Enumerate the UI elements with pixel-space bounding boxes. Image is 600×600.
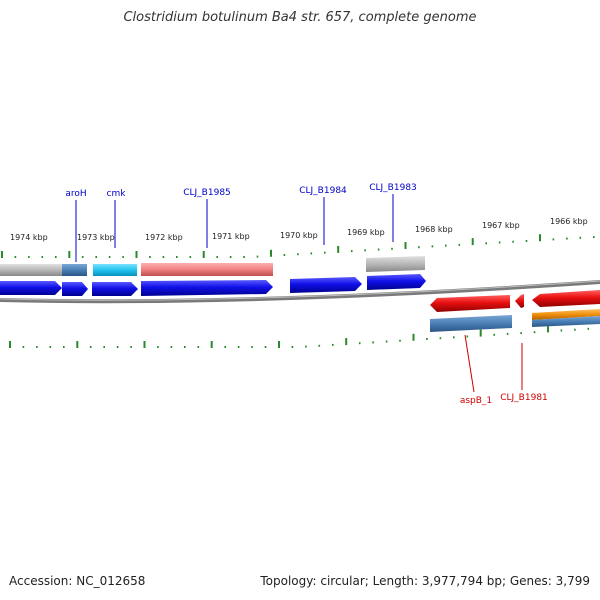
gene-feature-orange[interactable] — [532, 309, 600, 320]
gene-labels: aroH cmk CLJ_B1985 CLJ_B1984 CLJ_B1983 a… — [65, 183, 547, 406]
cds-arrow[interactable] — [92, 282, 138, 296]
gene-label[interactable]: CLJ_B1983 — [369, 183, 417, 193]
gene-feature-aspB_1[interactable] — [430, 315, 512, 332]
gene-label[interactable]: aroH — [65, 189, 86, 199]
cds-arrow-reverse[interactable] — [515, 294, 524, 308]
gene-feature-aroH[interactable] — [62, 264, 87, 276]
genome-stats-text: Topology: circular; Length: 3,977,794 bp… — [260, 574, 590, 588]
gene-label[interactable]: CLJ_B1985 — [183, 188, 231, 198]
cds-arrow[interactable] — [367, 274, 426, 290]
cds-arrow[interactable] — [0, 281, 62, 295]
gene-label[interactable]: CLJ_B1981 — [500, 393, 548, 403]
kbp-label: 1968 kbp — [415, 225, 453, 234]
kbp-labels: 1974 kbp 1973 kbp 1972 kbp 1971 kbp 1970… — [10, 217, 588, 242]
kbp-label: 1970 kbp — [280, 231, 318, 240]
gene-label[interactable]: cmk — [107, 189, 127, 199]
kbp-label: 1974 kbp — [10, 233, 48, 242]
gene-feature-cmk[interactable] — [93, 264, 137, 276]
forward-strand-features — [0, 256, 426, 296]
reverse-strand-features — [430, 290, 600, 332]
gene-feature-grey[interactable] — [0, 264, 62, 276]
map-title: Clostridium botulinum Ba4 str. 657, comp… — [123, 10, 477, 25]
kbp-label: 1971 kbp — [212, 232, 250, 241]
gene-label[interactable]: CLJ_B1984 — [299, 186, 347, 196]
cds-arrow[interactable] — [290, 277, 362, 293]
tick-marks-bottom — [9, 325, 590, 348]
label-leader-lines — [75, 194, 523, 393]
kbp-label: 1972 kbp — [145, 233, 183, 242]
tick-marks-top — [1, 234, 595, 258]
accession-text: Accession: NC_012658 — [9, 574, 146, 588]
gene-label[interactable]: aspB_1 — [460, 396, 492, 406]
kbp-label: 1973 kbp — [77, 233, 115, 242]
gene-feature-steel[interactable] — [532, 316, 600, 327]
kbp-label: 1967 kbp — [482, 221, 520, 230]
kbp-label: 1966 kbp — [550, 217, 588, 226]
gene-feature-CLJ_B1985[interactable] — [141, 263, 273, 276]
gene-feature-CLJ_B1983[interactable] — [366, 256, 425, 272]
kbp-label: 1969 kbp — [347, 228, 385, 237]
genome-backbone — [0, 280, 600, 304]
cds-arrow-reverse[interactable] — [430, 295, 510, 312]
cds-arrow[interactable] — [62, 282, 88, 296]
cds-arrow-reverse[interactable] — [532, 290, 600, 307]
cds-arrow[interactable] — [141, 280, 273, 296]
